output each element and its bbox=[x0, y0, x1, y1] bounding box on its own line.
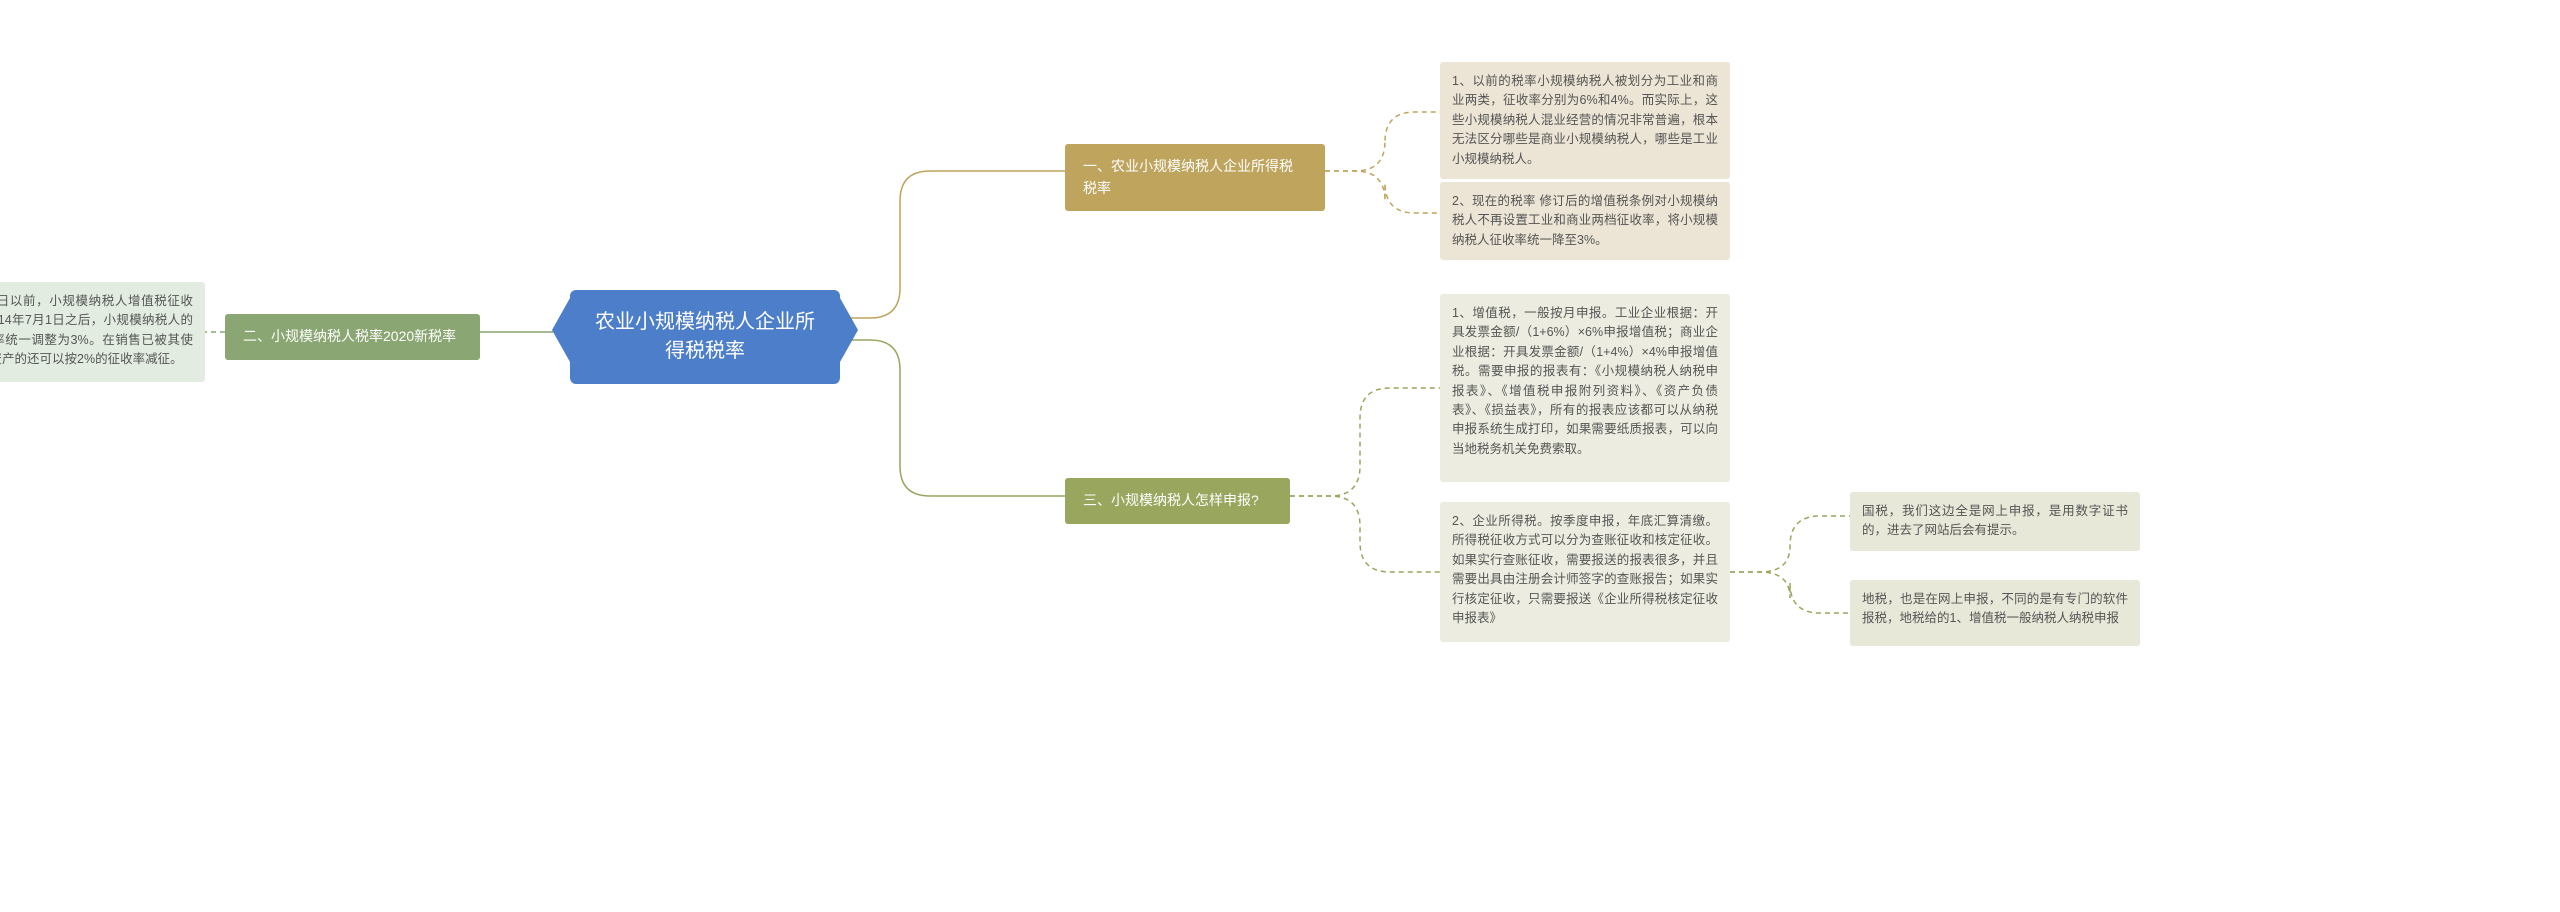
connector-layer bbox=[0, 0, 2560, 912]
leaf-3b: 2、企业所得税。按季度申报，年底汇算清缴。所得税征收方式可以分为查账征收和核定征… bbox=[1440, 502, 1730, 642]
leaf-1b: 2、现在的税率 修订后的增值税条例对小规模纳税人不再设置工业和商业两档征收率，将… bbox=[1440, 182, 1730, 260]
center-node: 农业小规模纳税人企业所 得税税率 bbox=[570, 290, 840, 384]
leaf-2: 2014年7月1日以前，小规模纳税人增值税征收率为6%，2014年7月1日之后，… bbox=[0, 282, 205, 382]
leaf-1a: 1、以前的税率小规模纳税人被划分为工业和商业两类，征收率分别为6%和4%。而实际… bbox=[1440, 62, 1730, 179]
leaf-3b2: 地税，也是在网上申报，不同的是有专门的软件报税，地税给的1、增值税一般纳税人纳税… bbox=[1850, 580, 2140, 646]
leaf-3a: 1、增值税，一般按月申报。工业企业根据：开具发票金额/（1+6%）×6%申报增值… bbox=[1440, 294, 1730, 482]
branch-3: 三、小规模纳税人怎样申报? bbox=[1065, 478, 1290, 524]
branch-2: 二、小规模纳税人税率2020新税率 bbox=[225, 314, 480, 360]
leaf-3b1: 国税，我们这边全是网上申报，是用数字证书的，进去了网站后会有提示。 bbox=[1850, 492, 2140, 551]
branch-1: 一、农业小规模纳税人企业所得税 税率 bbox=[1065, 144, 1325, 211]
